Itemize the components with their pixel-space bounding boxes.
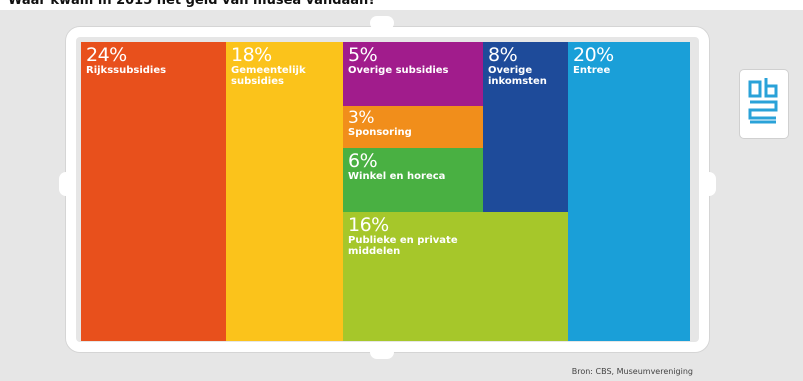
tile-value: 6%: [348, 150, 378, 172]
tile-label: Gemeentelijk subsidies: [231, 65, 306, 87]
tile-value: 5%: [348, 44, 378, 66]
frame-knob-left: [59, 172, 73, 196]
treemap-tile-gemeentelijk-subsidies: 18% Gemeentelijk subsidies: [226, 42, 343, 341]
cbs-logo: [740, 70, 788, 138]
treemap-chart: 24% Rijkssubsidies 18% Gemeentelijk subsidi…: [81, 42, 690, 341]
tile-value: 20%: [573, 44, 614, 66]
tile-label: Winkel en horeca: [348, 171, 446, 182]
tile-label: Overige inkomsten: [488, 65, 547, 87]
treemap-tile-sponsoring: 3% Sponsoring: [343, 106, 483, 148]
tile-value: 24%: [86, 44, 127, 66]
tile-value: 3%: [348, 108, 374, 128]
tile-label: Publieke en private middelen: [348, 235, 458, 257]
treemap-tile-rijkssubsidies: 24% Rijkssubsidies: [81, 42, 226, 341]
treemap-tile-overige-subsidies: 5% Overige subsidies: [343, 42, 483, 106]
treemap-tile-winkel-en-horeca: 6% Winkel en horeca: [343, 148, 483, 212]
treemap-tile-overige-inkomsten: 8% Overige inkomsten: [483, 42, 568, 212]
treemap-tile-entree: 20% Entree: [568, 42, 690, 341]
treemap-tile-publieke-en-private-middelen: 16% Publieke en private middelen: [343, 212, 568, 341]
frame-knob-bottom: [370, 345, 394, 359]
tile-label: Overige subsidies: [348, 65, 449, 76]
chart-title: Waar kwam in 2015 het geld van musea van…: [8, 0, 376, 8]
frame-knob-right: [702, 172, 716, 196]
tile-value: 18%: [231, 44, 272, 66]
tile-value: 16%: [348, 214, 389, 236]
tile-label: Entree: [573, 65, 611, 76]
tile-value: 8%: [488, 44, 518, 66]
tile-label: Rijkssubsidies: [86, 65, 167, 76]
cbs-logo-icon: [748, 78, 778, 124]
frame-knob-top: [370, 16, 394, 30]
tile-label: Sponsoring: [348, 127, 412, 138]
source-note: Bron: CBS, Museumvereniging: [571, 367, 693, 376]
